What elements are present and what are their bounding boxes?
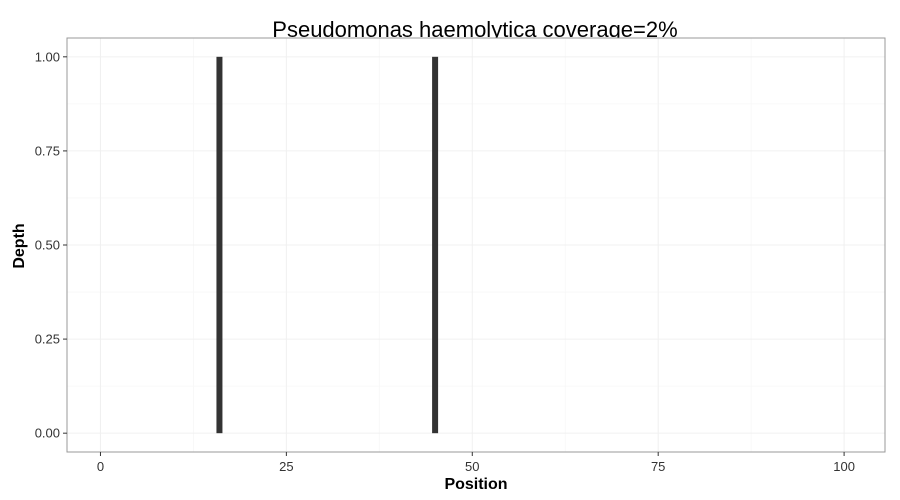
- x-axis-title: Position: [444, 476, 507, 493]
- x-tick-label: 50: [465, 459, 479, 474]
- y-tick-label: 0.25: [35, 332, 60, 347]
- plot-panel: 0 25 50 75 100 0.00 0.25 0.50 0.75 1.00: [35, 37, 886, 474]
- y-tick-label: 0.75: [35, 143, 60, 158]
- x-tick-label: 100: [833, 459, 855, 474]
- x-tick-label: 75: [651, 459, 665, 474]
- coverage-bar: [216, 56, 223, 434]
- x-tick-label: 0: [97, 459, 104, 474]
- y-tick-label: 0.00: [35, 426, 60, 441]
- y-axis-title: Depth: [11, 223, 28, 268]
- y-tick-label: 0.50: [35, 238, 60, 253]
- y-tick-label: 1.00: [35, 49, 60, 64]
- coverage-bar: [432, 56, 439, 434]
- x-tick-label: 25: [279, 459, 293, 474]
